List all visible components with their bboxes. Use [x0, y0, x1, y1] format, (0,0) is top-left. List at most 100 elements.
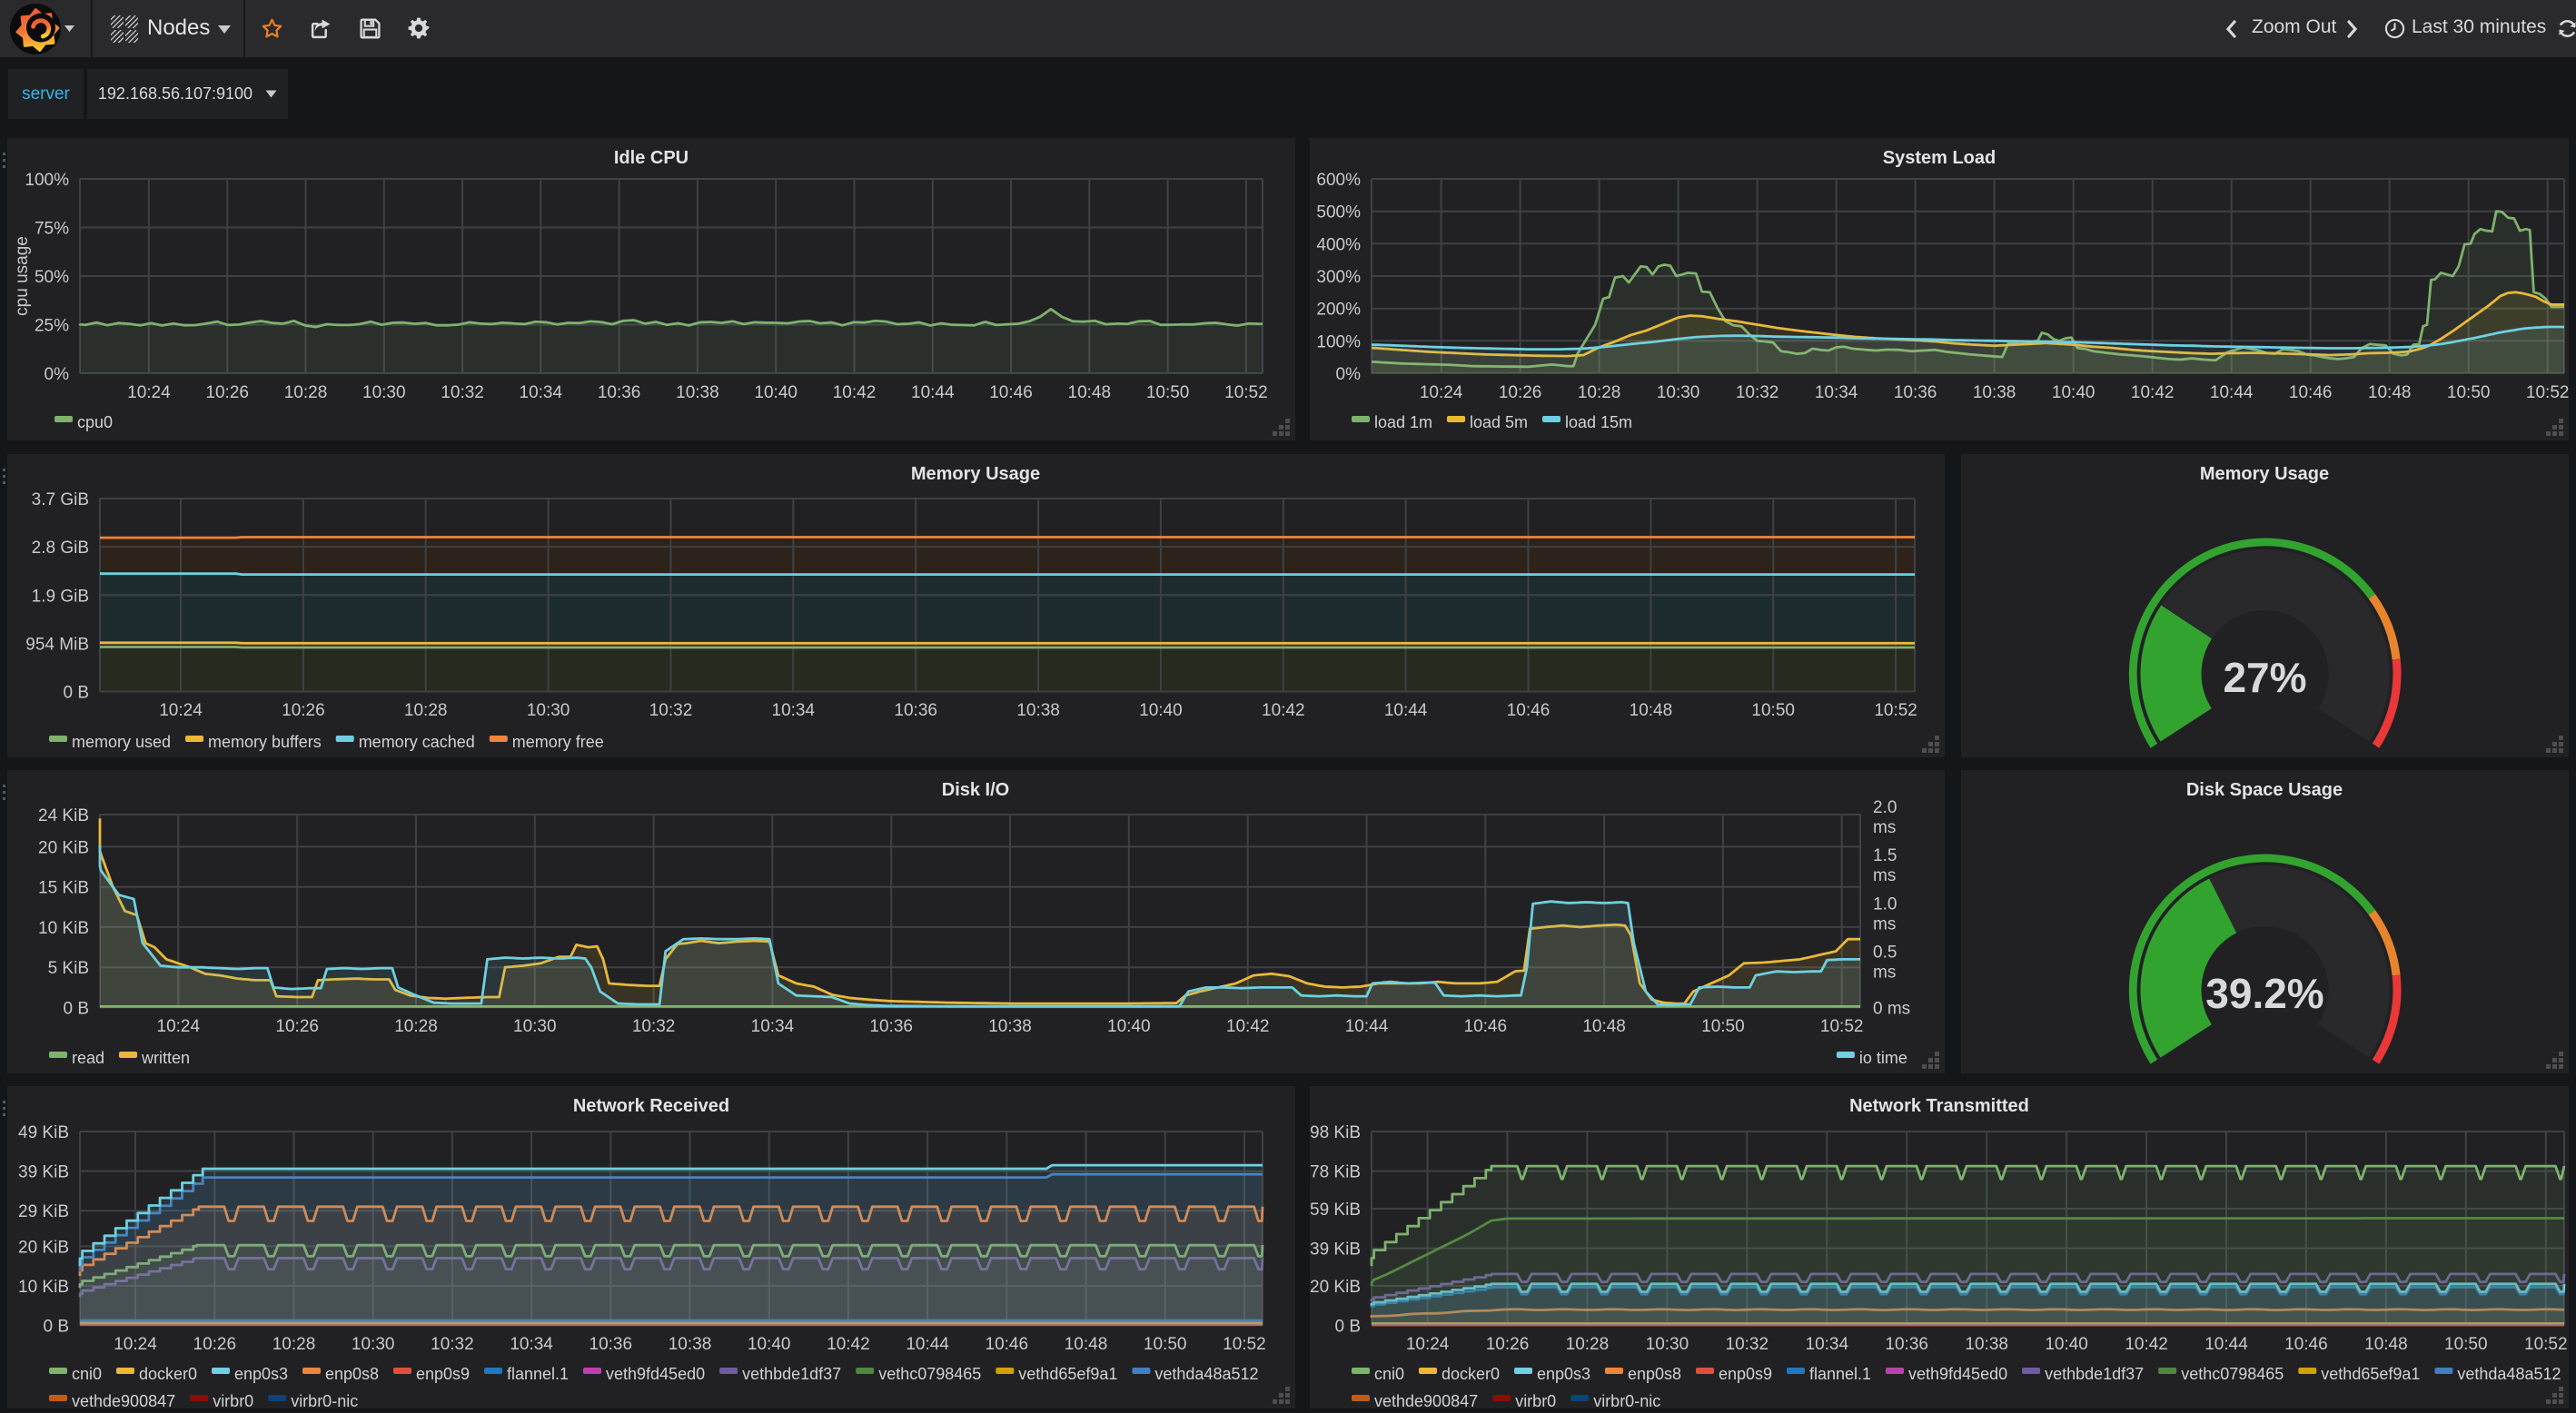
svg-text:memory used: memory used: [72, 733, 171, 751]
svg-text:Memory Usage: Memory Usage: [2200, 464, 2329, 484]
svg-text:Idle CPU: Idle CPU: [614, 148, 689, 168]
svg-text:10:30: 10:30: [362, 383, 406, 402]
svg-text:10 KiB: 10 KiB: [38, 919, 89, 938]
svg-text:virbr0-nic: virbr0-nic: [1593, 1392, 1660, 1410]
svg-text:1.0: 1.0: [1873, 894, 1897, 914]
svg-text:10:48: 10:48: [1582, 1017, 1626, 1036]
svg-text:10:24: 10:24: [127, 383, 171, 402]
svg-text:10:48: 10:48: [1065, 1335, 1108, 1354]
svg-text:cpu0: cpu0: [77, 413, 113, 431]
svg-text:System Load: System Load: [1883, 148, 1996, 168]
svg-text:enp0s3: enp0s3: [234, 1365, 288, 1383]
svg-text:98 KiB: 98 KiB: [1310, 1123, 1361, 1142]
svg-text:10:32: 10:32: [649, 701, 693, 720]
svg-text:vethde900847: vethde900847: [1374, 1392, 1478, 1410]
svg-text:20 KiB: 20 KiB: [1310, 1278, 1361, 1297]
svg-text:10:38: 10:38: [1965, 1335, 2008, 1354]
svg-text:10:46: 10:46: [1507, 701, 1551, 720]
svg-text:75%: 75%: [35, 220, 69, 239]
svg-text:10:38: 10:38: [669, 1335, 712, 1354]
svg-text:20 KiB: 20 KiB: [38, 838, 89, 857]
svg-text:1.5: 1.5: [1873, 846, 1897, 865]
svg-text:10:30: 10:30: [1646, 1335, 1689, 1354]
svg-text:10:46: 10:46: [989, 383, 1033, 402]
svg-text:10:36: 10:36: [869, 1017, 913, 1036]
svg-text:50%: 50%: [35, 268, 69, 287]
svg-text:vethc0798465: vethc0798465: [878, 1365, 981, 1383]
svg-text:10:24: 10:24: [159, 701, 203, 720]
svg-text:10:26: 10:26: [1499, 383, 1542, 402]
svg-text:954 MiB: 954 MiB: [25, 635, 89, 654]
svg-text:10:36: 10:36: [1894, 383, 1937, 402]
svg-text:read: read: [72, 1049, 104, 1067]
svg-text:10:40: 10:40: [748, 1335, 791, 1354]
svg-text:Network Transmitted: Network Transmitted: [1849, 1096, 2029, 1116]
svg-text:Disk I/O: Disk I/O: [942, 780, 1009, 800]
svg-text:10:48: 10:48: [1630, 701, 1673, 720]
svg-text:vethd65ef9a1: vethd65ef9a1: [2321, 1365, 2420, 1383]
svg-text:10:50: 10:50: [1146, 383, 1190, 402]
svg-text:vethd65ef9a1: vethd65ef9a1: [1018, 1365, 1117, 1383]
svg-text:49 KiB: 49 KiB: [18, 1123, 69, 1142]
svg-text:10:48: 10:48: [2364, 1335, 2408, 1354]
svg-text:10:36: 10:36: [598, 383, 641, 402]
svg-text:10:28: 10:28: [394, 1017, 438, 1036]
svg-text:docker0: docker0: [1442, 1365, 1500, 1383]
svg-text:24 KiB: 24 KiB: [38, 806, 89, 825]
svg-text:Disk Space Usage: Disk Space Usage: [2186, 780, 2343, 800]
svg-text:Network Received: Network Received: [573, 1096, 729, 1116]
svg-text:10 KiB: 10 KiB: [18, 1278, 69, 1297]
svg-text:ms: ms: [1873, 963, 1896, 982]
svg-text:10:42: 10:42: [1262, 701, 1305, 720]
svg-text:10:26: 10:26: [1486, 1335, 1530, 1354]
svg-text:10:48: 10:48: [2368, 383, 2412, 402]
svg-text:2.8 GiB: 2.8 GiB: [32, 539, 89, 558]
svg-text:0%: 0%: [1336, 365, 1362, 384]
svg-text:3.7 GiB: 3.7 GiB: [32, 490, 89, 509]
svg-text:10:32: 10:32: [441, 383, 484, 402]
svg-text:enp0s9: enp0s9: [1719, 1365, 1772, 1383]
svg-text:10:44: 10:44: [1384, 701, 1428, 720]
svg-text:10:46: 10:46: [2284, 1335, 2328, 1354]
svg-text:vethda48a512: vethda48a512: [2457, 1365, 2561, 1383]
svg-text:10:46: 10:46: [986, 1335, 1029, 1354]
svg-text:10:32: 10:32: [1736, 383, 1779, 402]
svg-text:10:32: 10:32: [1726, 1335, 1769, 1354]
svg-text:virbr0-nic: virbr0-nic: [291, 1392, 358, 1410]
svg-text:10:34: 10:34: [751, 1017, 795, 1036]
svg-text:200%: 200%: [1316, 301, 1361, 320]
svg-text:2.0: 2.0: [1873, 798, 1897, 817]
svg-text:10:28: 10:28: [1578, 383, 1621, 402]
svg-text:10:24: 10:24: [114, 1335, 157, 1354]
svg-text:ms: ms: [1873, 914, 1896, 934]
svg-text:10:44: 10:44: [906, 1335, 949, 1354]
svg-text:10:28: 10:28: [272, 1335, 316, 1354]
svg-text:1.9 GiB: 1.9 GiB: [32, 587, 89, 606]
svg-text:veth9fd45ed0: veth9fd45ed0: [606, 1365, 705, 1383]
svg-text:10:24: 10:24: [1406, 1335, 1450, 1354]
svg-text:500%: 500%: [1316, 203, 1361, 222]
svg-text:0 B: 0 B: [43, 1318, 69, 1337]
svg-text:flannel.1: flannel.1: [507, 1365, 569, 1383]
svg-text:enp0s8: enp0s8: [1628, 1365, 1681, 1383]
svg-text:10:36: 10:36: [590, 1335, 633, 1354]
svg-text:load 5m: load 5m: [1470, 413, 1528, 431]
svg-text:0 B: 0 B: [63, 684, 89, 703]
svg-text:10:32: 10:32: [632, 1017, 676, 1036]
svg-text:10:30: 10:30: [513, 1017, 557, 1036]
svg-text:10:50: 10:50: [1701, 1017, 1745, 1036]
svg-text:10:34: 10:34: [772, 701, 816, 720]
svg-text:5 KiB: 5 KiB: [48, 959, 89, 978]
svg-text:vethc0798465: vethc0798465: [2181, 1365, 2284, 1383]
svg-text:10:52: 10:52: [1223, 1335, 1266, 1354]
svg-text:load 15m: load 15m: [1565, 413, 1632, 431]
svg-text:10:26: 10:26: [205, 383, 249, 402]
svg-text:10:38: 10:38: [1973, 383, 2016, 402]
svg-text:10:52: 10:52: [2526, 383, 2570, 402]
svg-text:vethde900847: vethde900847: [72, 1392, 175, 1410]
svg-text:10:34: 10:34: [520, 383, 563, 402]
svg-text:10:34: 10:34: [510, 1335, 553, 1354]
svg-text:enp0s9: enp0s9: [416, 1365, 470, 1383]
svg-text:Memory Usage: Memory Usage: [911, 464, 1040, 484]
svg-text:10:30: 10:30: [352, 1335, 395, 1354]
